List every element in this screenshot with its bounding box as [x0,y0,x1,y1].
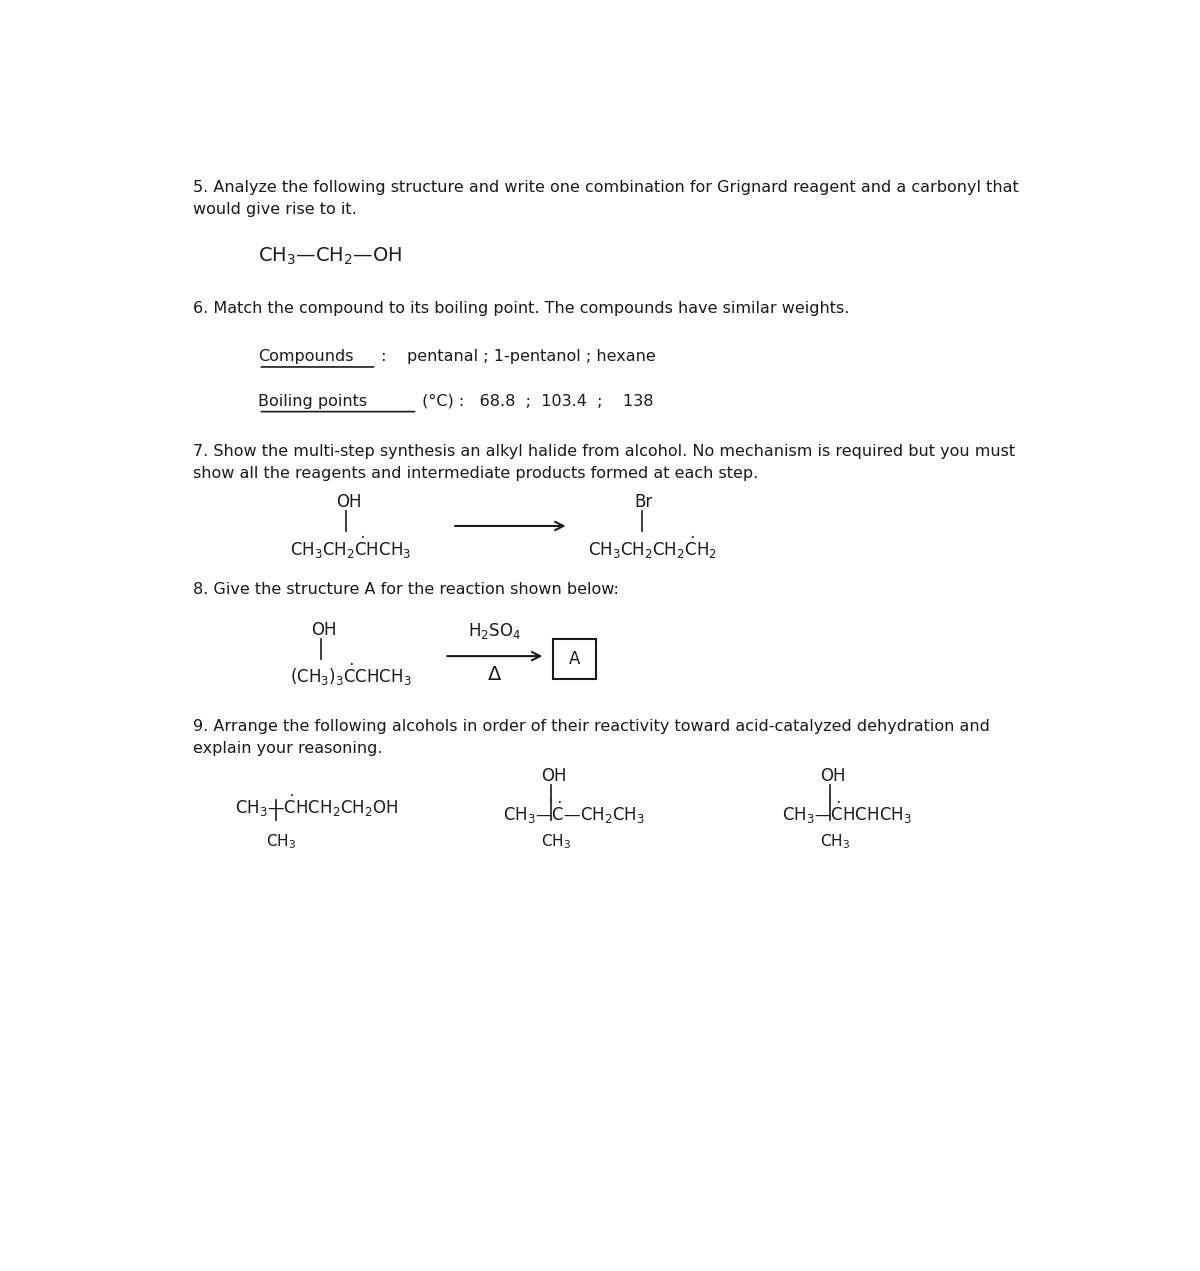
Text: Compounds: Compounds [258,348,354,364]
FancyBboxPatch shape [553,639,596,679]
Text: 9. Arrange the following alcohols in order of their reactivity toward acid-catal: 9. Arrange the following alcohols in ord… [193,719,990,756]
Text: $\mathregular{CH_3}$: $\mathregular{CH_3}$ [821,833,851,852]
Text: 8. Give the structure A for the reaction shown below:: 8. Give the structure A for the reaction… [193,582,618,597]
Text: OH: OH [336,493,361,511]
Text: OH: OH [821,766,846,784]
Text: $\Delta$: $\Delta$ [487,665,503,684]
Text: $\mathregular{CH_3}$—$\mathregular{\dot{C}HCHCH_3}$: $\mathregular{CH_3}$—$\mathregular{\dot{… [781,799,912,826]
Text: 7. Show the multi-step synthesis an alkyl halide from alcohol. No mechanism is r: 7. Show the multi-step synthesis an alky… [193,444,1015,480]
Text: $\mathregular{CH_3}$—$\mathregular{\dot{C}HCH_2CH_2OH}$: $\mathregular{CH_3}$—$\mathregular{\dot{… [235,792,398,819]
Text: $\mathregular{CH_3}$: $\mathregular{CH_3}$ [266,833,296,852]
Text: $\mathregular{CH_3CH_2CH_2\dot{C}H_2}$: $\mathregular{CH_3CH_2CH_2\dot{C}H_2}$ [588,534,716,561]
Text: A: A [569,651,581,669]
Text: $\mathregular{CH_3}$—$\mathregular{\dot{C}}$—$\mathregular{CH_2CH_3}$: $\mathregular{CH_3}$—$\mathregular{\dot{… [503,799,644,826]
Text: Br: Br [635,493,653,511]
Text: $\mathregular{(CH_3)_3\dot{C}CHCH_3}$: $\mathregular{(CH_3)_3\dot{C}CHCH_3}$ [289,662,412,689]
Text: OH: OH [541,766,566,784]
Text: $\mathregular{CH_3CH_2\dot{C}HCH_3}$: $\mathregular{CH_3CH_2\dot{C}HCH_3}$ [289,534,410,561]
Text: $\mathregular{CH_3}$—$\mathregular{CH_2}$—OH: $\mathregular{CH_3}$—$\mathregular{CH_2}… [258,245,403,267]
Text: 5. Analyze the following structure and write one combination for Grignard reagen: 5. Analyze the following structure and w… [193,180,1019,217]
Text: $\mathregular{CH_3}$: $\mathregular{CH_3}$ [541,833,571,852]
Text: Boiling points: Boiling points [258,394,367,408]
Text: (°C) :   68.8  ;  103.4  ;    138: (°C) : 68.8 ; 103.4 ; 138 [418,394,654,408]
Text: :    pentanal ; 1-pentanol ; hexane: : pentanal ; 1-pentanol ; hexane [377,348,656,364]
Text: OH: OH [311,622,337,639]
Text: 6. Match the compound to its boiling point. The compounds have similar weights.: 6. Match the compound to its boiling poi… [193,301,850,316]
Text: $\mathregular{H_2SO_4}$: $\mathregular{H_2SO_4}$ [468,620,522,641]
